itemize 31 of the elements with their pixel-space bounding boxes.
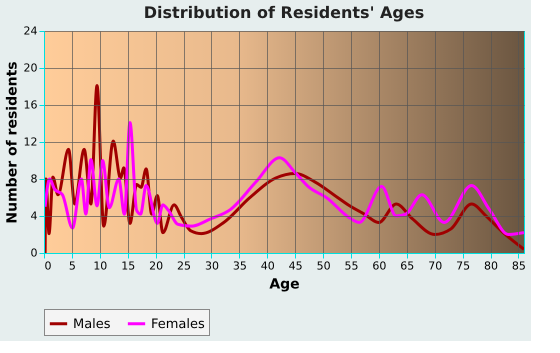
y-tick-label: 8 — [30, 172, 38, 186]
x-tick-label: 10 — [93, 260, 108, 272]
x-tick-label: 50 — [316, 260, 331, 272]
y-tick-label: 4 — [30, 210, 38, 222]
legend-label: Males — [73, 316, 111, 332]
x-tick-label: 30 — [204, 260, 219, 272]
x-tick-label: 0 — [44, 260, 52, 272]
y-tick-label: 16 — [24, 98, 38, 112]
y-tick-label: 24 — [24, 24, 38, 38]
x-tick-label: 40 — [260, 260, 275, 272]
x-tick-label: 15 — [121, 260, 136, 272]
y-tick-label: 20 — [24, 62, 38, 74]
line-series — [44, 121, 524, 236]
x-tick-label: 60 — [372, 260, 386, 272]
x-tick-label: 35 — [232, 260, 247, 272]
x-tick-label: 65 — [400, 260, 414, 272]
x-axis-title: Age — [269, 276, 300, 292]
legend-label: Females — [151, 316, 206, 332]
x-tick-label: 75 — [456, 260, 470, 272]
x-tick-label: 80 — [484, 260, 498, 272]
chart-title: Distribution of Residents' Ages — [144, 3, 424, 22]
y-axis-title: Number of residents — [4, 61, 21, 224]
x-tick-label: 25 — [177, 260, 192, 272]
x-tick-label: 70 — [428, 260, 442, 272]
y-tick-label: 12 — [24, 136, 38, 148]
x-tick-label: 5 — [68, 260, 76, 272]
y-tick-label: 0 — [30, 246, 38, 260]
x-tick-label: 45 — [288, 260, 303, 272]
x-tick-label: 85 — [512, 260, 526, 272]
x-tick-label: 20 — [149, 260, 164, 272]
x-tick-label: 55 — [344, 260, 358, 272]
